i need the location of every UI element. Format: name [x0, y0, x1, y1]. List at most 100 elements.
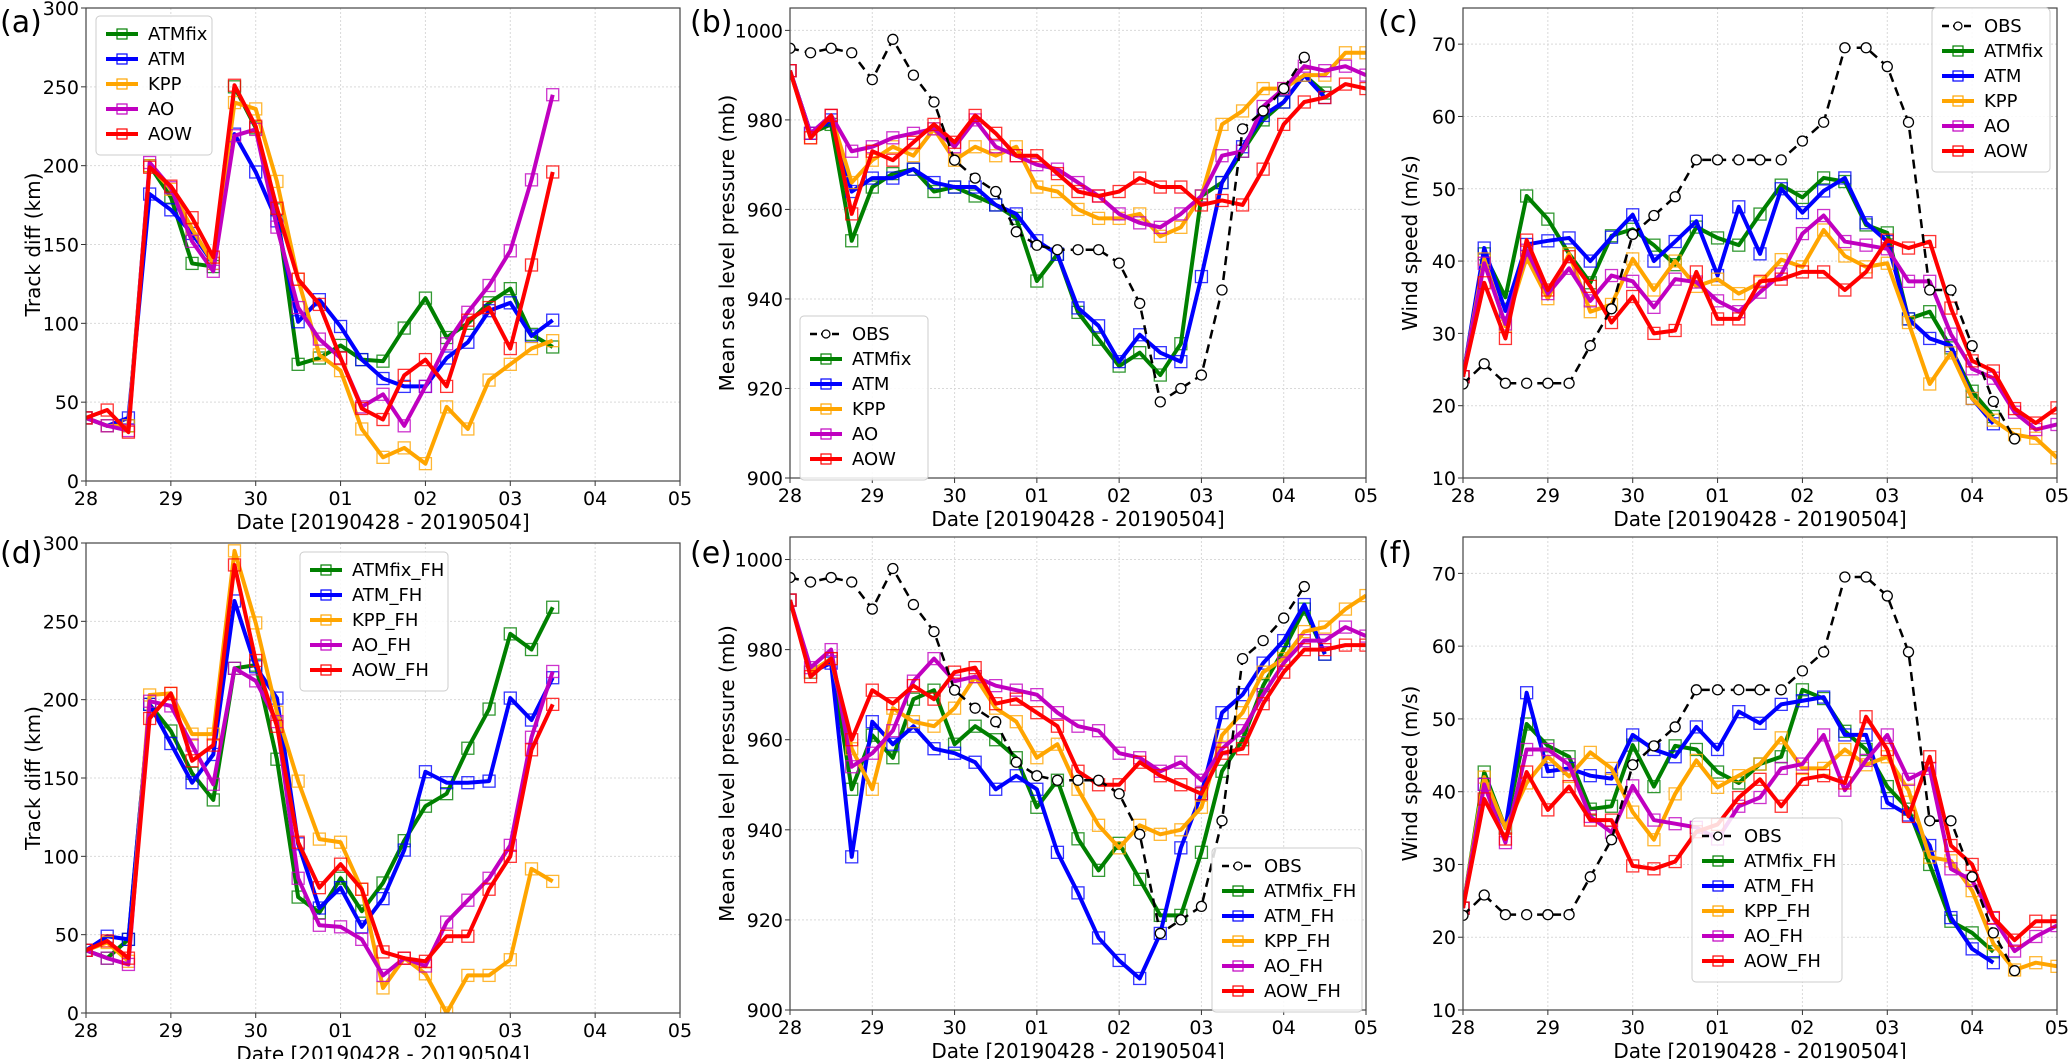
panel-a: (a) 28 29 30 01 02 03 04 05 0 50 100 150 200 250 300 Dat…	[0, 0, 692, 534]
obs-point	[1754, 154, 1766, 166]
series-line	[86, 606, 555, 961]
data-point	[206, 738, 220, 752]
data-point	[1838, 728, 1852, 742]
data-point	[546, 313, 560, 327]
legend-item: ATMfix_FH	[1222, 881, 1356, 902]
obs-point	[1627, 759, 1639, 771]
data-point	[1174, 823, 1188, 837]
legend-label: ATMfix	[852, 349, 912, 370]
data-point	[1626, 208, 1640, 222]
data-point	[1359, 588, 1366, 603]
legend-label: AOW	[852, 449, 896, 470]
data-point	[1174, 755, 1188, 769]
data-point	[906, 162, 921, 176]
data-point	[1030, 782, 1044, 796]
data-point	[2007, 933, 2022, 947]
obs-point	[1031, 239, 1043, 251]
data-point	[503, 281, 517, 296]
legend-item: OBS	[1942, 16, 2022, 37]
data-point	[312, 348, 327, 362]
data-point	[333, 881, 348, 895]
data-point	[1732, 704, 1746, 719]
data-point	[1030, 274, 1044, 288]
legend-marker	[1233, 861, 1243, 871]
series-line	[86, 598, 555, 952]
obs-point	[1711, 684, 1724, 696]
obs-point	[1113, 788, 1125, 800]
legend-marker	[820, 453, 832, 465]
panel-label: (e)	[690, 536, 732, 571]
plot-area	[86, 78, 560, 471]
legend-marker	[1232, 935, 1244, 947]
data-point	[439, 337, 454, 351]
data-point	[461, 893, 475, 907]
data-point	[1710, 312, 1725, 326]
x-tick-label: 01	[1025, 485, 1049, 507]
y-tick-label: 960	[747, 730, 783, 752]
legend-box	[95, 15, 213, 156]
data-point	[1541, 742, 1555, 757]
data-point	[1071, 832, 1085, 846]
plot-frame	[789, 7, 1367, 479]
legend-item: ATMfix_FH	[1702, 851, 1836, 872]
data-point	[2050, 959, 2057, 973]
data-point	[418, 379, 433, 394]
obs-point	[1563, 909, 1575, 921]
legend-marker	[1712, 930, 1724, 942]
legend-item: AOW	[1942, 141, 2028, 162]
legend-label: ATM	[852, 374, 889, 395]
y-tick-label: 920	[747, 378, 783, 400]
data-point	[947, 746, 962, 760]
data-point	[206, 793, 220, 807]
y-tick-label: 60	[1432, 106, 1456, 128]
data-point	[206, 264, 220, 278]
data-point	[1359, 81, 1366, 96]
legend-label: ATMfix	[1984, 41, 2044, 62]
obs-point	[1881, 60, 1893, 73]
data-point	[1774, 697, 1788, 712]
legend-item: ATMfix	[1942, 41, 2044, 62]
data-point	[1647, 813, 1661, 827]
data-point	[1816, 208, 1831, 223]
obs-point	[1775, 684, 1787, 696]
y-tick-label: 50	[55, 925, 79, 947]
data-point	[1153, 229, 1167, 243]
data-point	[1901, 772, 1916, 786]
data-point	[1732, 790, 1746, 805]
data-point	[1838, 249, 1852, 263]
data-point	[1583, 305, 1597, 319]
obs-point	[1154, 396, 1166, 408]
data-point	[100, 403, 114, 417]
legend-label: ATMfix_FH	[352, 560, 444, 581]
data-point	[206, 250, 220, 264]
obs-point	[1605, 303, 1618, 315]
data-point	[947, 701, 962, 715]
data-point	[1668, 750, 1682, 764]
x-tick-label: 02	[1790, 1017, 1814, 1039]
obs-point	[1669, 191, 1681, 203]
legend-marker	[1952, 70, 1964, 82]
data-point	[1732, 200, 1746, 214]
data-point	[1194, 198, 1209, 212]
data-point	[397, 368, 411, 383]
legend-item: ATM_FH	[1702, 876, 1814, 897]
data-point	[1477, 241, 1491, 255]
legend-label: ATM	[1984, 66, 2021, 87]
legend-marker	[116, 78, 128, 90]
data-point	[1923, 850, 1937, 864]
obs-point	[1542, 377, 1554, 389]
data-point	[1153, 220, 1167, 234]
obs-point	[1092, 774, 1105, 786]
data-point	[249, 102, 263, 116]
legend-label: AOW_FH	[1264, 981, 1341, 1002]
obs-point	[825, 571, 837, 584]
data-point	[1112, 184, 1126, 199]
data-point	[1795, 226, 1810, 241]
data-point	[333, 857, 348, 871]
legend-item: AOW_FH	[1702, 951, 1821, 972]
data-point	[1133, 971, 1147, 986]
data-point	[1091, 931, 1106, 945]
data-point	[376, 945, 390, 959]
data-point	[1050, 845, 1065, 859]
panel-label: (c)	[1378, 5, 1418, 40]
